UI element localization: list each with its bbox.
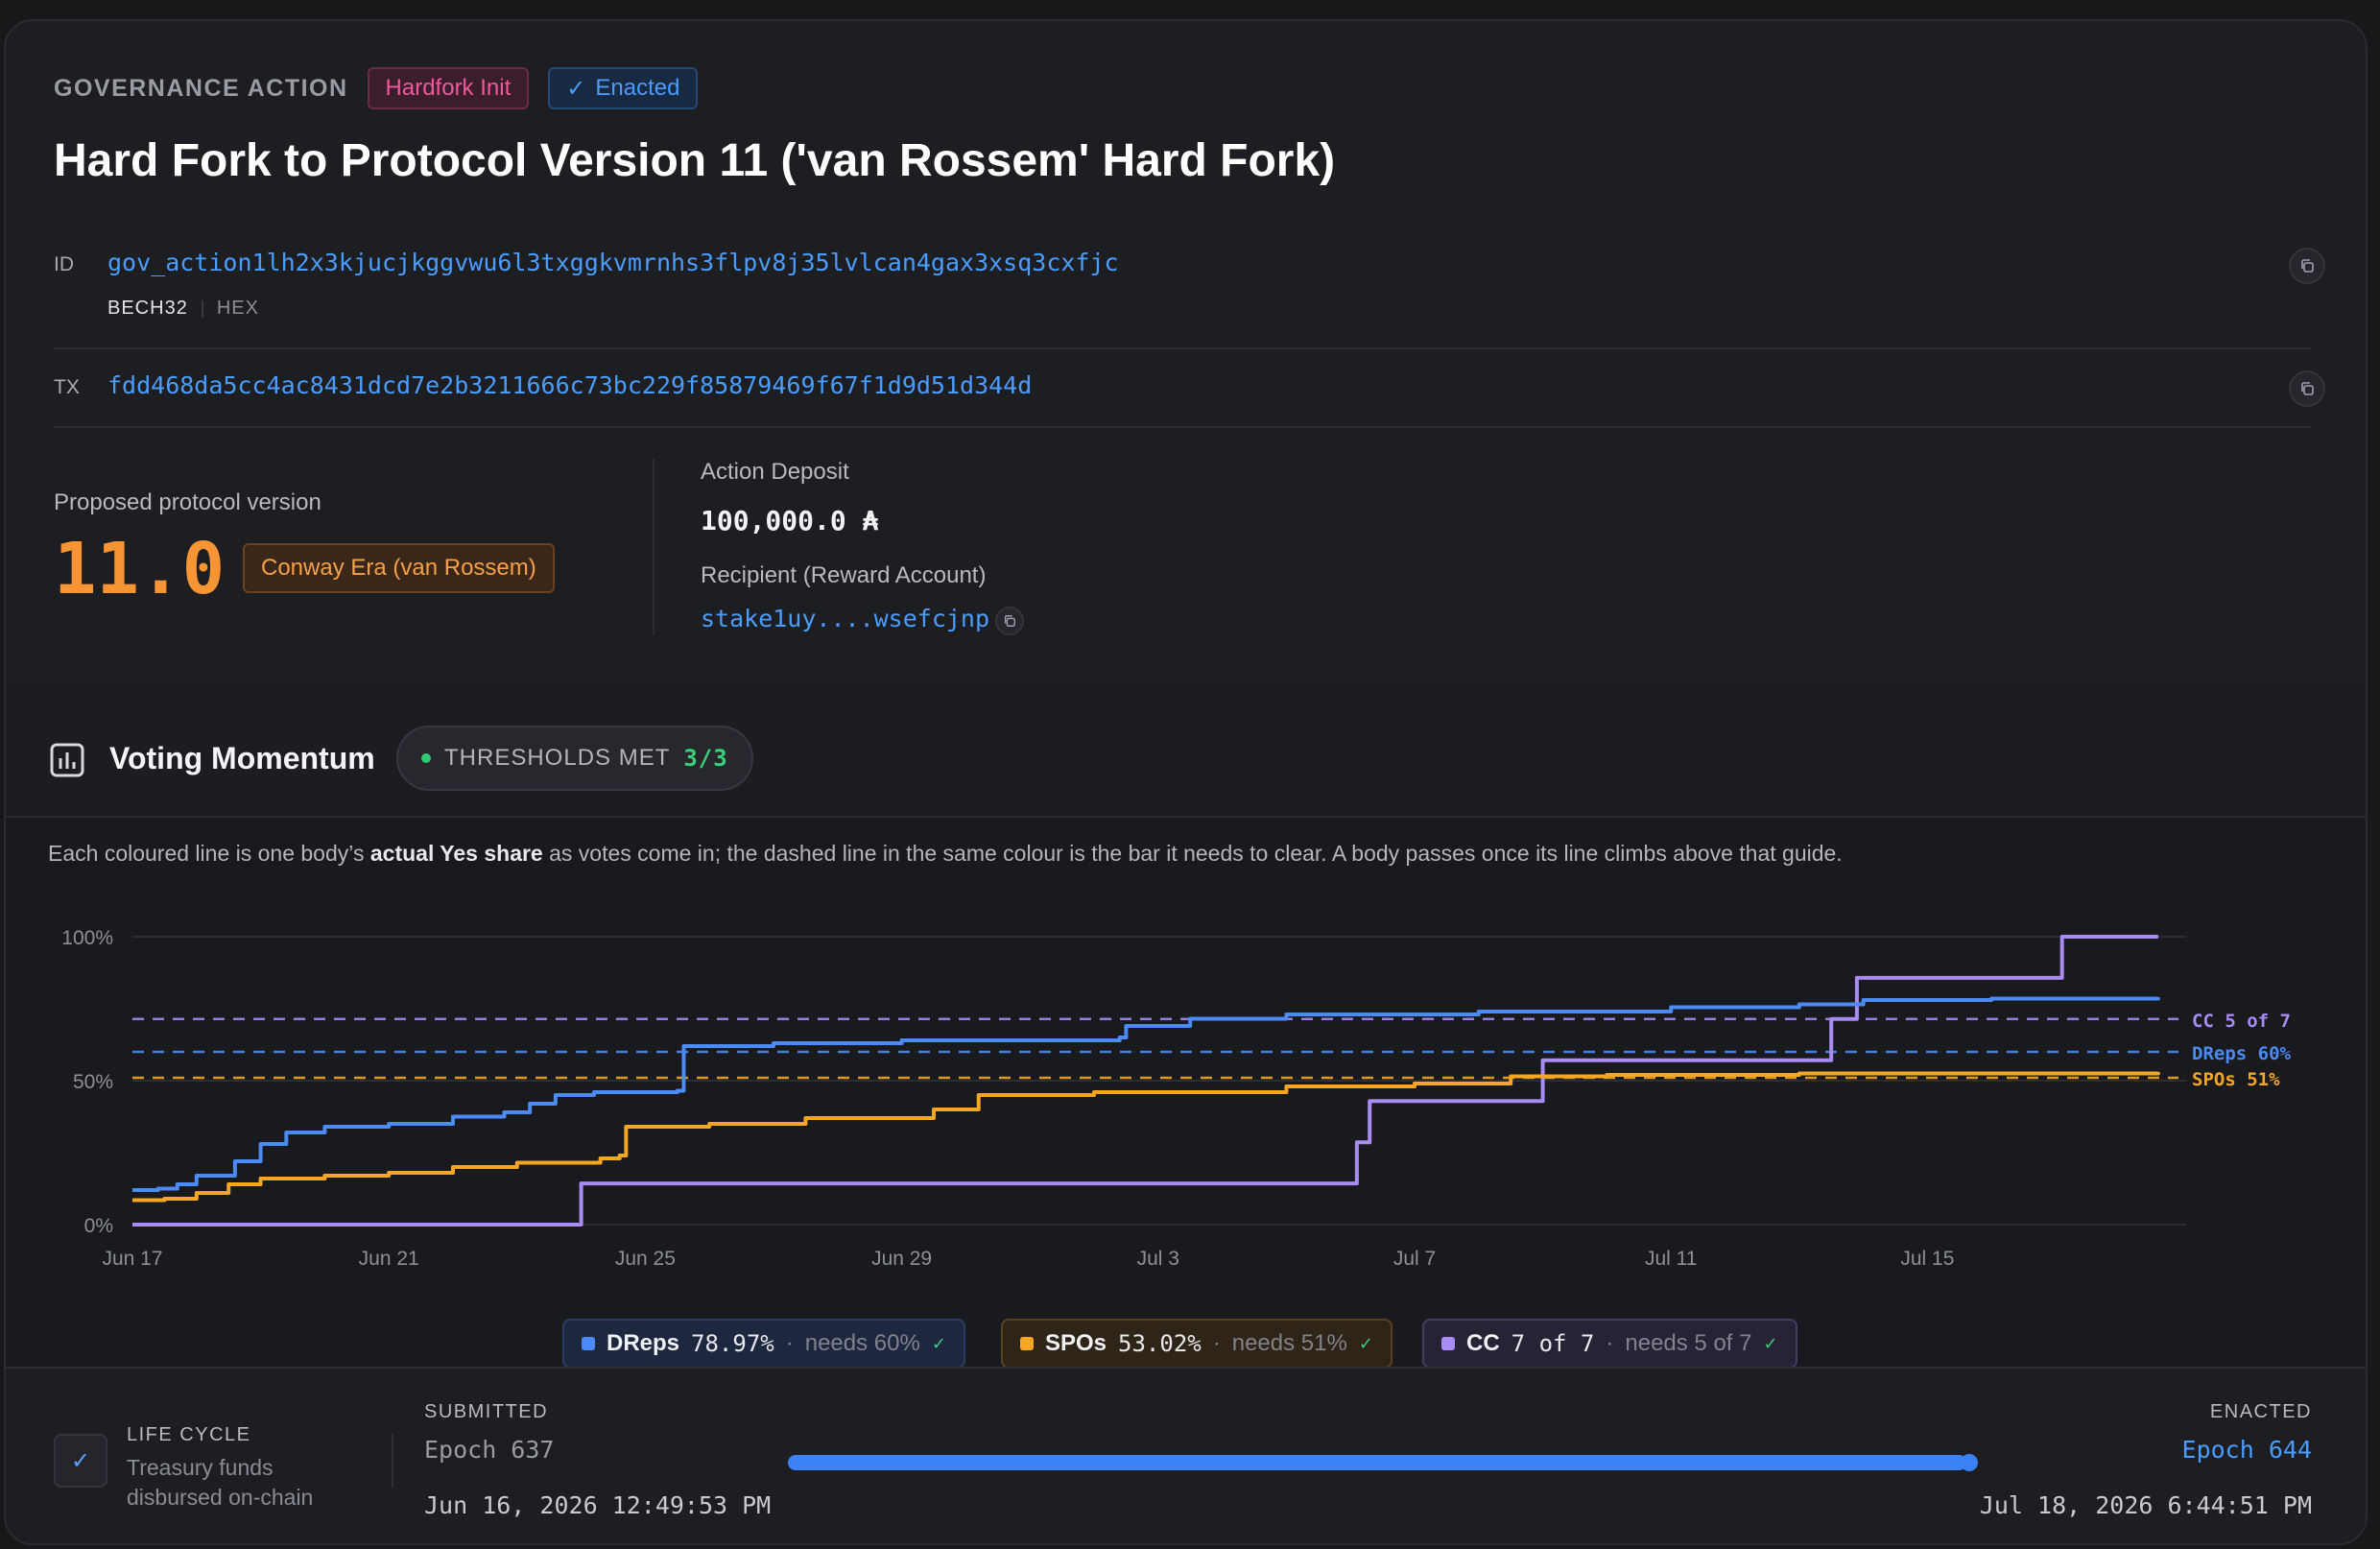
voting-momentum-chart: 100% 50% 0% Jun 17 Jun 21 Jun 25 Jun 29 Jul 3 Ju… xyxy=(61,927,2292,1270)
check-icon: ✓ xyxy=(566,75,586,102)
x-tick-label: Jul 7 xyxy=(1393,1248,1436,1270)
check-icon: ✓ xyxy=(1358,1333,1373,1353)
y-tick-label: 100% xyxy=(61,927,113,949)
legend-name: DReps xyxy=(607,1330,680,1356)
proposed-version-label: Proposed protocol version xyxy=(54,489,321,515)
copy-icon xyxy=(2301,259,2314,273)
spos-swatch xyxy=(1020,1337,1034,1350)
submitted-label: SUBMITTED xyxy=(424,1401,549,1422)
legend-separator: · xyxy=(1606,1330,1614,1356)
divider xyxy=(54,347,2312,349)
dreps-swatch xyxy=(582,1337,595,1350)
enacted-date: Jul 18, 2026 6:44:51 PM xyxy=(1979,1491,2312,1519)
voting-momentum-section: Voting Momentum THRESHOLDS MET 3/3 Each … xyxy=(6,681,2366,1367)
check-icon: ✓ xyxy=(931,1333,946,1353)
protocol-version: 11.0 xyxy=(54,528,226,610)
series-line-spos xyxy=(132,1071,2160,1203)
legend-value: 78.97% xyxy=(691,1330,774,1357)
chart-icon xyxy=(50,743,84,777)
header-row: GOVERNANCE ACTION Hardfork Init ✓ Enacte… xyxy=(54,67,699,109)
momentum-title: Voting Momentum xyxy=(109,741,375,775)
enacted-label: ENACTED xyxy=(2209,1401,2312,1422)
y-tick-label: 50% xyxy=(73,1071,113,1093)
id-format-toggle: BECH32 HEX xyxy=(107,298,259,320)
governance-action-card: GOVERNANCE ACTION Hardfork Init ✓ Enacte… xyxy=(4,19,2368,1545)
status-dot-icon xyxy=(421,753,431,763)
lifecycle-progress-fill xyxy=(788,1455,1966,1470)
status-badge: ✓ Enacted xyxy=(548,67,699,109)
format-bech32-button[interactable]: BECH32 xyxy=(107,298,188,319)
gov-action-id-link[interactable]: gov_action1lh2x3kjucjkggvwu6l3txggkvmrnh… xyxy=(107,249,1119,276)
copy-icon xyxy=(1004,615,1015,627)
momentum-header: Voting Momentum THRESHOLDS MET 3/3 xyxy=(6,681,2366,818)
series-line-dreps xyxy=(132,996,2160,1192)
desc-text: as votes come in; the dashed line in the… xyxy=(542,841,1843,866)
legend-separator: · xyxy=(785,1330,794,1356)
lifecycle-progress-track xyxy=(788,1454,1978,1471)
format-divider xyxy=(201,299,203,318)
threshold-label-spos: SPOs 51% xyxy=(2192,1069,2280,1090)
lifecycle-line: Treasury funds xyxy=(127,1455,274,1480)
legend-needs: needs 60% xyxy=(804,1330,920,1356)
desc-text: Each coloured line is one body’s xyxy=(48,841,370,866)
x-tick-label: Jun 21 xyxy=(359,1248,419,1270)
divider xyxy=(54,426,2312,428)
legend-separator: · xyxy=(1212,1330,1221,1356)
copy-tx-button[interactable] xyxy=(2289,370,2325,407)
legend-needs: needs 51% xyxy=(1231,1330,1347,1356)
format-hex-button[interactable]: HEX xyxy=(216,298,259,319)
tx-hash-link[interactable]: fdd468da5cc4ac8431dcd7e2b3211666c73bc229… xyxy=(107,371,1033,399)
legend-cc[interactable]: CC 7 of 7 · needs 5 of 7 ✓ xyxy=(1422,1319,1797,1369)
copy-id-button[interactable] xyxy=(2289,248,2325,284)
threshold-label-cc: CC 5 of 7 xyxy=(2192,1011,2291,1032)
thresholds-label: THRESHOLDS MET xyxy=(444,745,671,771)
lifecycle-check-icon: ✓ xyxy=(54,1434,107,1488)
id-label: ID xyxy=(54,253,74,275)
chart-description: Each coloured line is one body’s actual … xyxy=(48,841,1843,867)
divider-vertical xyxy=(392,1434,393,1488)
recipient-link[interactable]: stake1uy....wsefcjnp xyxy=(701,605,990,632)
thresholds-pill: THRESHOLDS MET 3/3 xyxy=(396,726,753,791)
deposit-label: Action Deposit xyxy=(701,459,849,485)
submitted-date: Jun 16, 2026 12:49:53 PM xyxy=(424,1491,772,1519)
y-tick-label: 0% xyxy=(84,1215,113,1237)
era-badge: Conway Era (van Rossem) xyxy=(243,543,555,593)
legend-value: 53.02% xyxy=(1118,1330,1202,1357)
x-tick-label: Jul 3 xyxy=(1137,1248,1179,1270)
cc-swatch xyxy=(1441,1337,1455,1350)
copy-recipient-button[interactable] xyxy=(995,607,1024,635)
x-tick-label: Jul 15 xyxy=(1900,1248,1954,1270)
x-tick-label: Jun 25 xyxy=(615,1248,676,1270)
enacted-epoch-link[interactable]: Epoch 644 xyxy=(2181,1436,2312,1464)
legend-name: CC xyxy=(1466,1330,1500,1356)
progress-end-dot xyxy=(1961,1454,1978,1471)
status-badge-label: Enacted xyxy=(595,75,680,101)
legend-dreps[interactable]: DReps 78.97% · needs 60% ✓ xyxy=(562,1319,965,1369)
series-line-cc xyxy=(132,935,2158,1227)
x-tick-label: Jul 11 xyxy=(1645,1248,1697,1270)
deposit-value: 100,000.0 ₳ xyxy=(701,505,879,536)
tx-label: TX xyxy=(54,376,80,398)
eyebrow-label: GOVERNANCE ACTION xyxy=(54,74,348,102)
legend-name: SPOs xyxy=(1045,1330,1107,1356)
recipient-label: Recipient (Reward Account) xyxy=(701,562,987,588)
thresholds-value: 3/3 xyxy=(683,745,728,772)
lifecycle-line: disbursed on-chain xyxy=(127,1485,314,1510)
threshold-label-dreps: DReps 60% xyxy=(2192,1043,2292,1064)
desc-bold: actual Yes share xyxy=(369,841,543,866)
submitted-epoch: Epoch 637 xyxy=(424,1436,555,1464)
legend-needs: needs 5 of 7 xyxy=(1625,1330,1752,1356)
check-icon: ✓ xyxy=(1763,1333,1778,1353)
x-tick-label: Jun 29 xyxy=(871,1248,932,1270)
copy-icon xyxy=(2301,382,2314,395)
lifecycle-description: Treasury funds disbursed on-chain xyxy=(127,1453,313,1513)
lifecycle-footer: ✓ LIFE CYCLE Treasury funds disbursed on… xyxy=(6,1367,2366,1543)
divider-vertical xyxy=(653,459,654,635)
type-badge: Hardfork Init xyxy=(367,67,530,109)
legend-spos[interactable]: SPOs 53.02% · needs 51% ✓ xyxy=(1001,1319,1392,1369)
page-title: Hard Fork to Protocol Version 11 ('van R… xyxy=(54,135,1336,186)
x-tick-label: Jun 17 xyxy=(102,1248,162,1270)
legend-value: 7 of 7 xyxy=(1511,1330,1595,1357)
lifecycle-label: LIFE CYCLE xyxy=(127,1424,251,1445)
